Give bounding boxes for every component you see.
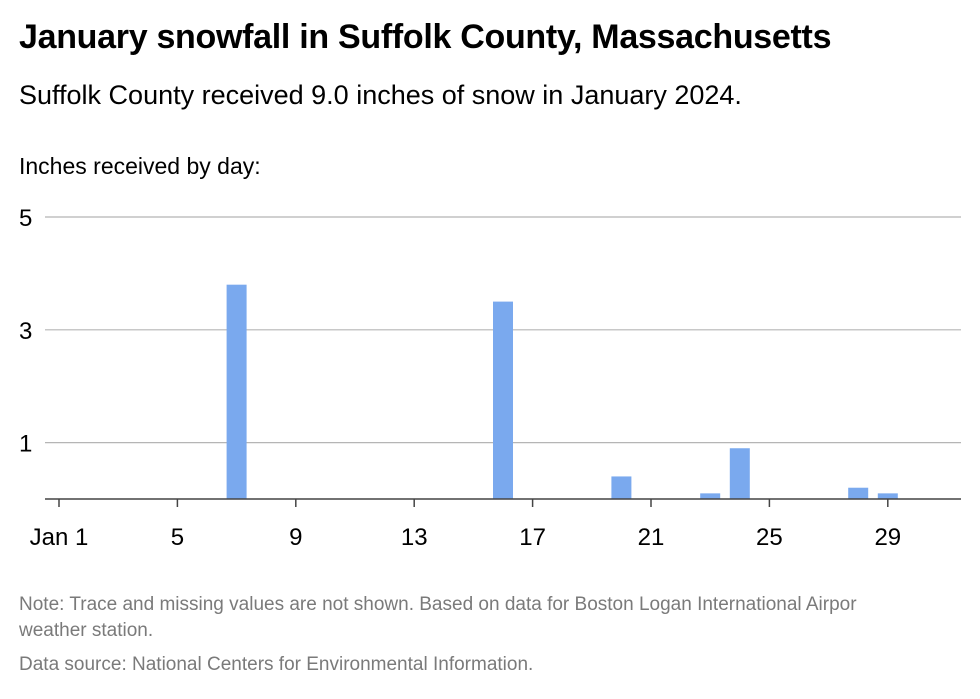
bar (493, 301, 513, 499)
x-tick-label: 17 (519, 524, 546, 551)
x-tick-label: 9 (289, 524, 302, 551)
data-source: Data source: National Centers for Enviro… (19, 654, 534, 675)
y-axis-label: Inches received by day: (19, 153, 261, 179)
bar (729, 448, 750, 499)
y-tick-label: 1 (19, 431, 32, 458)
bar (877, 493, 898, 499)
x-tick-label: 25 (756, 524, 783, 551)
bar (226, 284, 247, 499)
bar (700, 493, 721, 499)
x-tick-label: 29 (874, 524, 901, 551)
y-tick-label: 5 (19, 205, 32, 232)
chart-subtitle: Suffolk County received 9.0 inches of sn… (19, 80, 742, 110)
x-tick-label: 13 (401, 524, 428, 551)
x-tick-label: Jan 1 (30, 524, 89, 551)
chart-title: January snowfall in Suffolk County, Mass… (19, 18, 832, 56)
x-tick-label: 5 (171, 524, 184, 551)
chart-note: Note: Trace and missing values are not s… (19, 594, 857, 641)
x-tick-label: 21 (638, 524, 665, 551)
bar (611, 476, 632, 499)
y-tick-label: 3 (19, 318, 32, 345)
bar (848, 487, 869, 499)
